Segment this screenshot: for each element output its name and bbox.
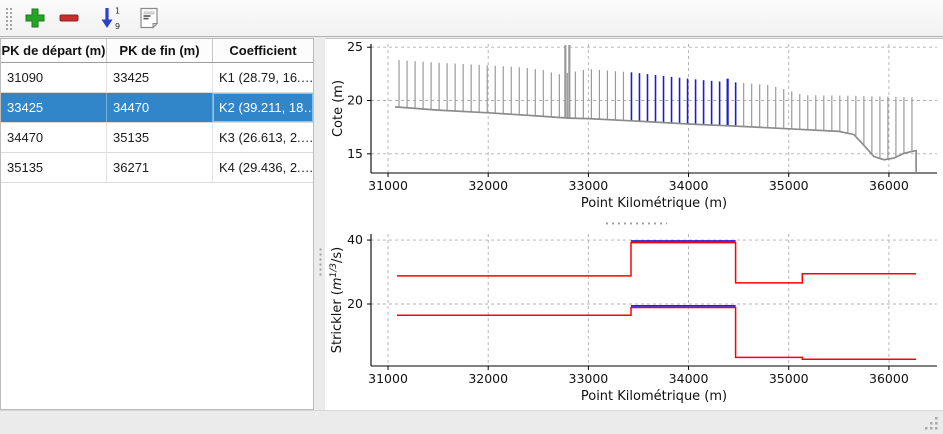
- svg-text:Strickler (m1/3/s): Strickler (m1/3/s): [329, 247, 345, 354]
- cell-pk-end[interactable]: 34470: [107, 93, 213, 122]
- notes-button[interactable]: [133, 3, 165, 33]
- svg-text:Cote (m): Cote (m): [331, 80, 346, 137]
- profile-and-strickler-charts: 31000 32000 33000 34000 35000 36000 15 20 25 Poin…: [329, 39, 937, 404]
- cell-pk-end[interactable]: 35135: [107, 123, 213, 152]
- coefficients-table: PK de départ (m) PK de fin (m) Coefficie…: [0, 38, 314, 410]
- cell-pk-start[interactable]: 33425: [1, 93, 107, 122]
- svg-text:15: 15: [347, 146, 363, 161]
- table-header-row: PK de départ (m) PK de fin (m) Coefficie…: [1, 39, 313, 63]
- svg-text:Point Kilométrique (m): Point Kilométrique (m): [581, 389, 727, 404]
- cell-pk-end[interactable]: 33425: [107, 63, 213, 92]
- svg-text:32000: 32000: [468, 178, 508, 193]
- svg-text:33000: 33000: [569, 371, 609, 386]
- header-pk-fin[interactable]: PK de fin (m): [107, 39, 213, 62]
- svg-text:20: 20: [347, 296, 363, 311]
- svg-text:31000: 31000: [368, 371, 408, 386]
- table-row-selected[interactable]: 33425 34470 K2 (39.211, 18…: [1, 93, 313, 123]
- svg-text:31000: 31000: [368, 178, 408, 193]
- svg-text:9: 9: [115, 22, 120, 31]
- cell-pk-start[interactable]: 35135: [1, 153, 107, 182]
- resize-grip-icon[interactable]: [925, 416, 939, 430]
- cell-pk-end[interactable]: 36271: [107, 153, 213, 182]
- svg-text:36000: 36000: [869, 371, 909, 386]
- cell-pk-start[interactable]: 31090: [1, 63, 107, 92]
- cell-coefficient[interactable]: K3 (26.613, 2.…: [219, 130, 313, 145]
- svg-text:32000: 32000: [468, 371, 508, 386]
- svg-text:20: 20: [347, 93, 363, 108]
- table-row[interactable]: 35135 36271 K4 (29.436, 2.…: [1, 153, 313, 183]
- svg-text:35000: 35000: [769, 178, 809, 193]
- svg-text:34000: 34000: [669, 371, 709, 386]
- svg-text:1: 1: [115, 7, 120, 16]
- remove-row-button[interactable]: [53, 3, 85, 33]
- svg-text:40: 40: [347, 232, 363, 247]
- svg-text:34000: 34000: [669, 178, 709, 193]
- charts-panel: 31000 32000 33000 34000 35000 36000 15 20 25 Poin…: [325, 38, 943, 410]
- plus-icon: [25, 8, 45, 28]
- table-row[interactable]: 34470 35135 K3 (26.613, 2.…: [1, 123, 313, 153]
- svg-text:35000: 35000: [769, 371, 809, 386]
- splitter-handle-icon: [317, 246, 322, 276]
- add-row-button[interactable]: [19, 3, 51, 33]
- cell-pk-start[interactable]: 34470: [1, 123, 107, 152]
- header-coefficient[interactable]: Coefficient: [229, 43, 297, 58]
- cell-coefficient[interactable]: K1 (28.79, 16.…: [219, 70, 313, 85]
- header-pk-depart[interactable]: PK de départ (m): [1, 39, 107, 62]
- toolbar-drag-handle[interactable]: [4, 6, 12, 30]
- status-bar: [0, 410, 943, 434]
- notes-icon: [140, 7, 159, 29]
- table-row[interactable]: 31090 33425 K1 (28.79, 16.…: [1, 63, 313, 93]
- vertical-splitter[interactable]: [314, 38, 325, 410]
- toolbar: 1 9: [0, 0, 943, 37]
- svg-text:33000: 33000: [569, 178, 609, 193]
- svg-text:36000: 36000: [869, 178, 909, 193]
- svg-text:Point Kilométrique (m): Point Kilométrique (m): [581, 196, 727, 211]
- minus-icon: [59, 14, 79, 22]
- svg-text:25: 25: [347, 39, 363, 54]
- cell-coefficient[interactable]: K2 (39.211, 18…: [213, 93, 313, 122]
- sort-ascending-icon: 1 9: [101, 7, 120, 31]
- horizontal-splitter[interactable]: [600, 219, 670, 227]
- splitter-handle-icon: [603, 220, 667, 225]
- cell-coefficient[interactable]: K4 (29.436, 2.…: [219, 160, 313, 175]
- sort-button[interactable]: 1 9: [94, 3, 126, 33]
